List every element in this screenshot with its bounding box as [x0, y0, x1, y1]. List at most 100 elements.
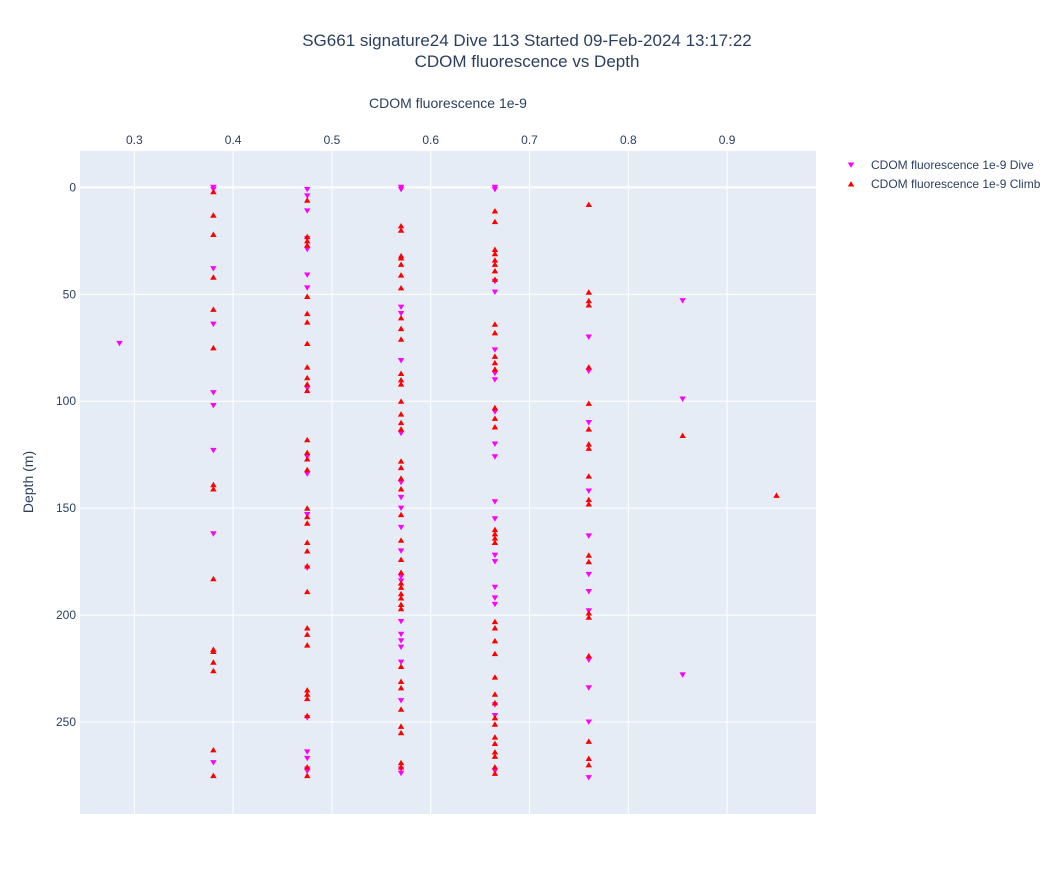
legend[interactable]: CDOM fluorescence 1e-9 Dive CDOM fluoresc… — [847, 158, 1041, 191]
dive-point — [491, 370, 499, 377]
climb-point — [210, 481, 217, 488]
climb-point — [491, 764, 499, 770]
climb-point — [397, 272, 405, 278]
dive-point — [585, 657, 592, 663]
dive-point — [491, 347, 499, 353]
climb-point — [304, 563, 311, 569]
climb-point — [397, 569, 405, 575]
climb-point — [210, 772, 217, 779]
climb-point — [491, 753, 499, 759]
climb-point — [397, 605, 405, 612]
legend-item-dive[interactable]: CDOM fluorescence 1e-9 Dive — [847, 158, 1034, 172]
climb-point — [491, 637, 499, 644]
climb-point — [210, 486, 217, 492]
dive-point — [210, 447, 217, 454]
climb-point — [304, 520, 311, 526]
climb-point — [585, 755, 592, 761]
dive-point — [397, 618, 405, 625]
climb-point — [397, 261, 405, 267]
data-points — [116, 184, 780, 781]
climb-point — [304, 691, 311, 697]
climb-point — [210, 659, 217, 665]
dive-point — [491, 516, 499, 522]
climb-point — [585, 201, 592, 208]
climb-point — [304, 237, 311, 244]
x-tick-label: 0.3 — [126, 133, 143, 147]
climb-point — [397, 411, 405, 417]
dive-point — [585, 334, 592, 340]
plot-area — [80, 151, 816, 814]
dive-point — [397, 548, 405, 554]
climb-point — [397, 464, 405, 471]
dive-point — [491, 289, 499, 296]
climb-point — [397, 580, 405, 586]
climb-point — [210, 648, 217, 655]
climb-point — [304, 197, 311, 203]
dive-point — [304, 749, 311, 755]
climb-point — [773, 492, 780, 498]
climb-point — [491, 250, 499, 257]
climb-point — [397, 584, 405, 590]
legend-item-climb[interactable]: CDOM fluorescence 1e-9 Climb — [847, 177, 1041, 191]
dive-point — [304, 768, 311, 775]
chart-subtitle: CDOM fluorescence vs Depth — [415, 52, 640, 71]
climb-point — [491, 539, 499, 545]
dive-point — [397, 304, 405, 311]
climb-point — [491, 721, 499, 727]
dive-point — [491, 601, 499, 608]
dive-point — [491, 595, 499, 601]
climb-point — [397, 663, 405, 669]
chart-title: SG661 signature24 Dive 113 Started 09-Fe… — [302, 31, 752, 50]
dive-point — [585, 775, 592, 781]
climb-point — [585, 400, 592, 406]
climb-point — [491, 740, 499, 746]
climb-point — [397, 284, 405, 291]
climb-point — [397, 537, 405, 543]
climb-point — [491, 366, 499, 372]
dive-point — [210, 390, 217, 396]
climb-point — [585, 761, 592, 768]
climb-point — [397, 376, 405, 383]
x-tick-label: 0.7 — [521, 133, 538, 147]
climb-point — [304, 712, 311, 719]
dive-point — [397, 631, 405, 638]
dive-point — [397, 358, 405, 364]
climb-point — [304, 242, 311, 248]
climb-point — [491, 353, 499, 359]
dive-point — [304, 471, 311, 477]
dive-point — [679, 672, 686, 678]
climb-point — [491, 650, 499, 657]
climb-point — [397, 684, 405, 691]
climb-point — [304, 642, 311, 648]
climb-point — [585, 552, 592, 558]
x-tick-label: 0.4 — [225, 133, 242, 147]
climb-point — [491, 404, 499, 411]
climb-point — [491, 734, 499, 740]
legend-label: CDOM fluorescence 1e-9 Climb — [871, 177, 1041, 191]
climb-point — [491, 415, 499, 421]
climb-point — [397, 678, 405, 684]
dive-point — [585, 685, 592, 691]
climb-point — [210, 274, 217, 280]
y-tick-label: 150 — [56, 501, 76, 515]
climb-point — [210, 746, 217, 753]
y-axis-ticks: 0 50 100 150 200 250 — [56, 180, 76, 729]
dive-point — [210, 531, 217, 537]
dive-point — [397, 430, 405, 437]
y-tick-label: 0 — [69, 180, 76, 194]
climb-point — [304, 293, 311, 299]
climb-point — [491, 699, 499, 706]
climb-point — [397, 511, 405, 518]
climb-point — [397, 706, 405, 712]
y-tick-label: 50 — [63, 287, 77, 301]
climb-point — [397, 314, 405, 321]
x-tick-label: 0.8 — [620, 133, 637, 147]
climb-point — [397, 336, 405, 342]
climb-point — [397, 601, 405, 607]
climb-point — [210, 306, 217, 312]
dive-point — [397, 638, 405, 644]
climb-point — [491, 424, 499, 430]
dive-point — [585, 488, 592, 494]
climb-point — [585, 496, 592, 503]
dive-point — [585, 533, 592, 539]
